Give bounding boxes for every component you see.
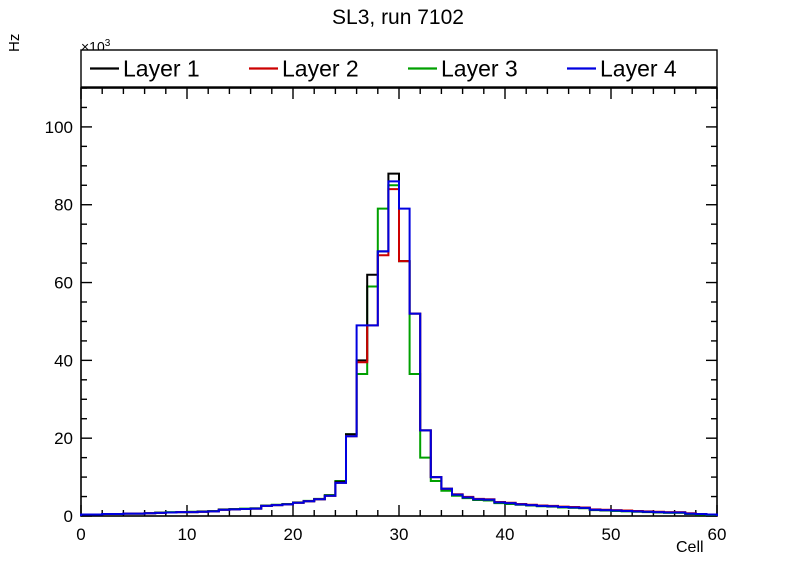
- legend-entry-layer-3[interactable]: Layer 3: [408, 56, 518, 82]
- x-tick-label: 30: [390, 525, 409, 544]
- y-tick-label: 80: [54, 196, 73, 215]
- x-axis-ticks: 0 10 20 30 40 50 60: [76, 88, 726, 544]
- legend-entry-layer-1[interactable]: Layer 1: [90, 56, 200, 82]
- x-tick-label: 60: [708, 525, 727, 544]
- plot-border: [80, 87, 718, 517]
- series-layer-4: [80, 180, 718, 516]
- legend-entry-label: Layer 4: [600, 56, 677, 82]
- y-tick-label: 40: [54, 351, 73, 370]
- x-tick-label: 40: [496, 525, 515, 544]
- series-layer-2: [80, 188, 718, 516]
- plot-frame: [80, 87, 718, 517]
- series-layer: [80, 172, 718, 516]
- page-title: SL3, run 7102: [332, 6, 464, 29]
- legend-entry-label: Layer 1: [123, 56, 200, 82]
- legend-entry-label: Layer 3: [441, 56, 518, 82]
- y-tick-label: 100: [45, 118, 73, 137]
- y-tick-label: 20: [54, 429, 73, 448]
- y-tick-label: 60: [54, 274, 73, 293]
- legend-entry-label: Layer 2: [282, 56, 359, 82]
- legend-entry-layer-2[interactable]: Layer 2: [249, 56, 359, 82]
- y-tick-label: 0: [64, 507, 73, 526]
- legend-box: [80, 49, 718, 88]
- x-tick-label: 10: [178, 525, 197, 544]
- x-tick-label: 50: [602, 525, 621, 544]
- y-axis-ticks: 0 20 40 60 80 100: [45, 87, 717, 526]
- x-tick-label: 0: [76, 525, 85, 544]
- legend[interactable]: Layer 1 Layer 2 Layer 3 Layer 4: [80, 49, 718, 88]
- x-tick-label: 20: [284, 525, 303, 544]
- x-axis-title: Cell: [676, 539, 704, 556]
- legend-entry-layer-4[interactable]: Layer 4: [567, 56, 677, 82]
- y-axis-exponent-power: 3: [104, 38, 111, 49]
